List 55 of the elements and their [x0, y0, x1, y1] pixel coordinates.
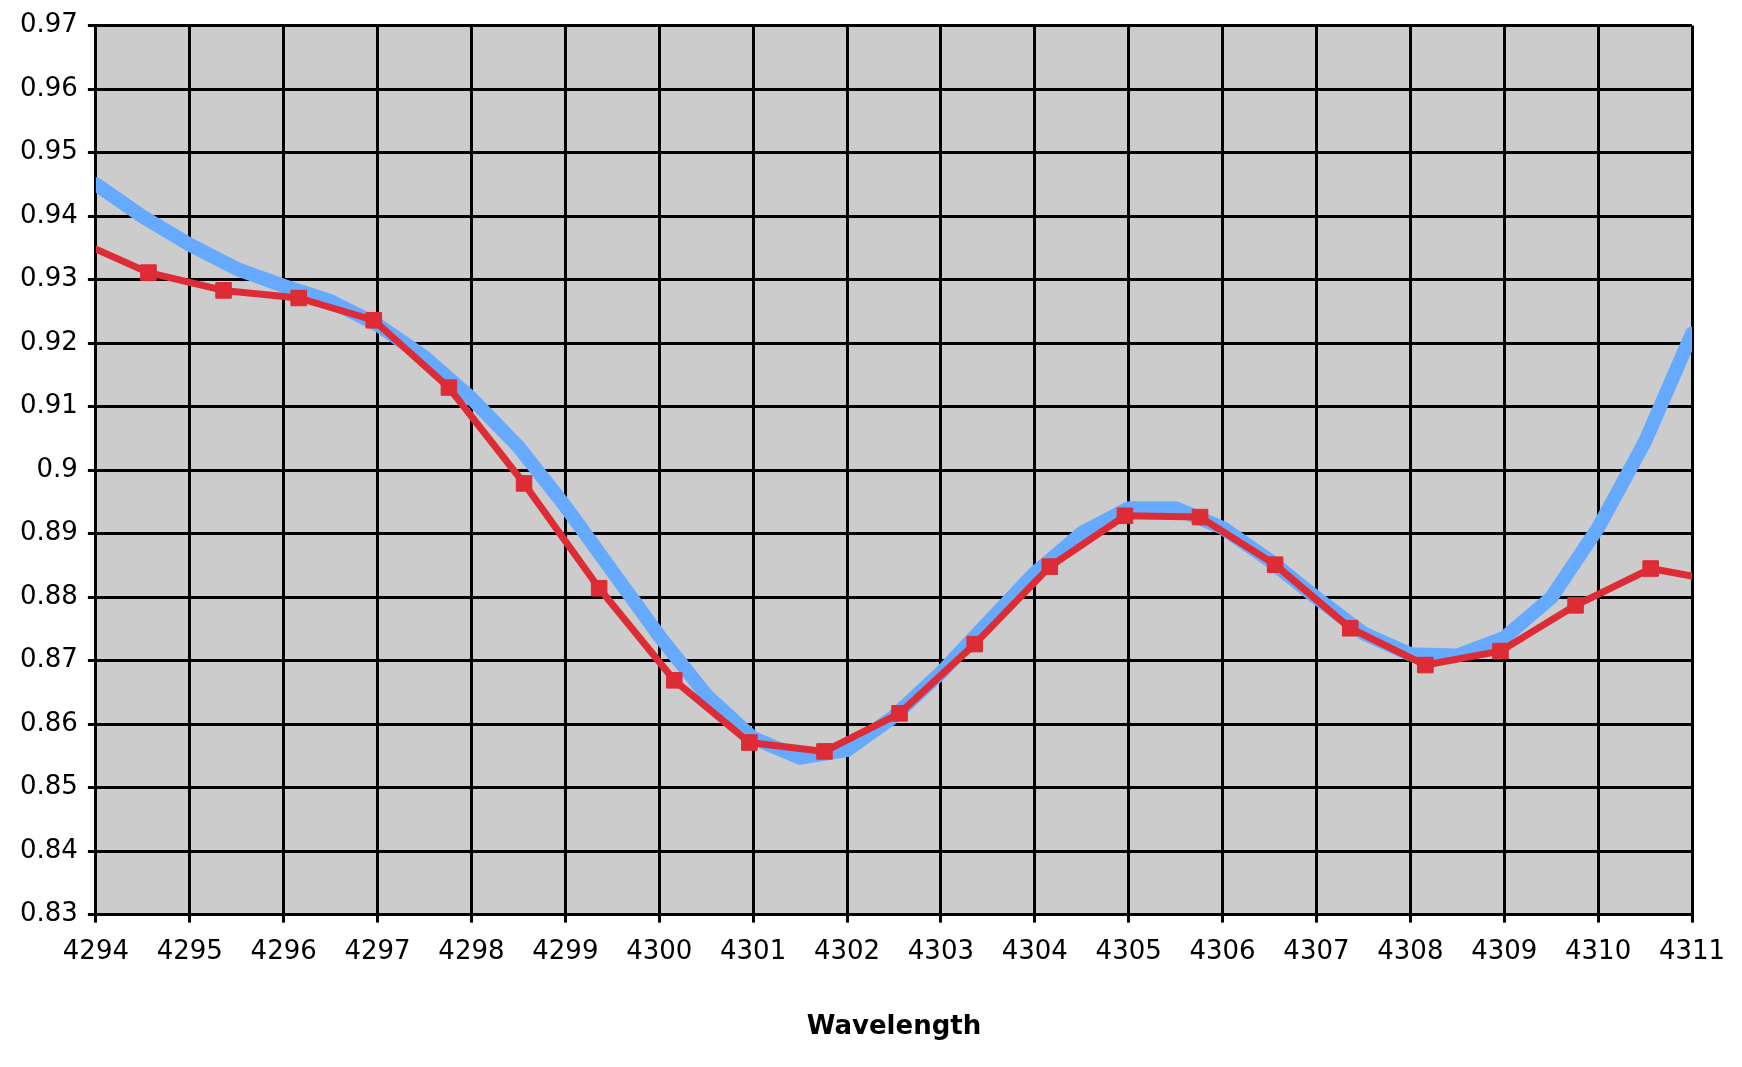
x-tick-label: 4301 [720, 934, 787, 965]
x-tick-label: 4297 [344, 934, 411, 965]
point [440, 379, 458, 396]
point [665, 672, 683, 689]
y-tick-label: 0.92 [20, 325, 78, 356]
point [1417, 656, 1434, 674]
y-tick-label: 0.86 [20, 706, 78, 737]
x-tick-label: 4308 [1377, 934, 1444, 965]
point [891, 705, 908, 722]
y-tick-label: 0.83 [20, 897, 78, 928]
point [515, 475, 533, 492]
y-tick-label: 0.93 [20, 262, 78, 293]
x-tick-label: 4310 [1565, 934, 1632, 965]
point [1191, 508, 1209, 526]
point [1116, 507, 1134, 525]
y-tick-label: 0.87 [20, 643, 78, 674]
point [1642, 560, 1659, 577]
y-tick-label: 0.91 [20, 389, 78, 420]
x-tick-label: 4295 [156, 934, 223, 965]
x-axis-title: Wavelength [806, 1010, 982, 1041]
y-tick-label: 0.89 [20, 516, 78, 547]
point [741, 734, 758, 751]
x-tick-label: 4307 [1283, 934, 1350, 965]
point [966, 635, 983, 653]
point [1266, 556, 1284, 573]
x-tick-label: 4305 [1095, 934, 1162, 965]
y-tick-label: 0.96 [20, 71, 78, 102]
point [590, 579, 608, 597]
point [1341, 619, 1359, 637]
point [365, 311, 383, 329]
x-tick-label: 4294 [62, 934, 129, 965]
x-tick-label: 4303 [907, 934, 974, 965]
y-tick-label: 0.9 [36, 452, 78, 483]
x-tick-label: 4309 [1471, 934, 1538, 965]
x-tick-label: 4296 [250, 934, 317, 965]
point [816, 743, 833, 760]
x-tick-label: 4304 [1001, 934, 1068, 965]
x-tick-label: 4306 [1189, 934, 1256, 965]
point [1567, 597, 1584, 614]
y-tick-label: 0.95 [20, 135, 78, 166]
point [215, 282, 232, 299]
x-tick-label: 4298 [438, 934, 505, 965]
point [1041, 558, 1059, 575]
y-tick-label: 0.85 [20, 770, 78, 801]
y-tick-label: 0.88 [20, 579, 78, 610]
point [140, 264, 157, 281]
point [1492, 642, 1509, 660]
x-tick-label: 4300 [626, 934, 693, 965]
y-tick-label: 0.94 [20, 198, 78, 229]
point [290, 289, 307, 307]
y-tick-label: 0.84 [20, 833, 78, 864]
x-tick-label: 4311 [1658, 934, 1726, 965]
x-tick-label: 4299 [532, 934, 599, 965]
y-tick-label: 0.97 [20, 8, 78, 39]
x-tick-label: 4302 [813, 934, 881, 965]
